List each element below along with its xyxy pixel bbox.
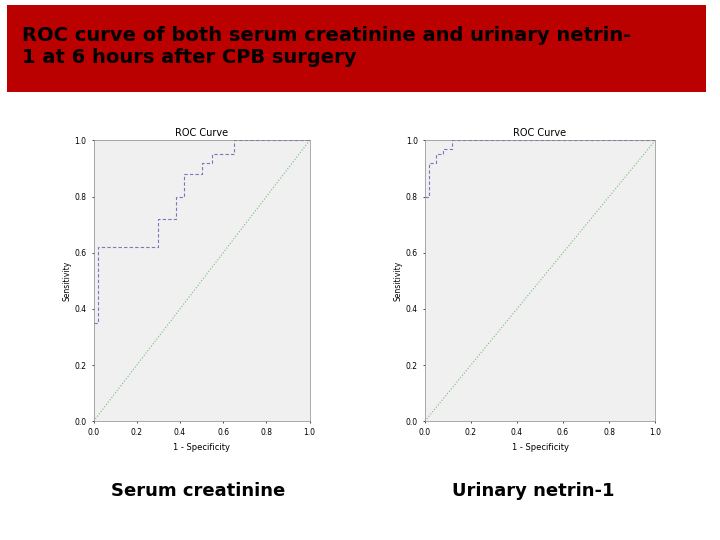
Text: Urinary netrin-1: Urinary netrin-1 — [451, 482, 614, 501]
Y-axis label: Sensitivity: Sensitivity — [63, 261, 72, 301]
Y-axis label: Sensitivity: Sensitivity — [394, 261, 403, 301]
Title: ROC Curve: ROC Curve — [175, 128, 228, 138]
Text: ROC curve of both serum creatinine and urinary netrin-
1 at 6 hours after CPB su: ROC curve of both serum creatinine and u… — [22, 26, 631, 67]
X-axis label: 1 - Specificity: 1 - Specificity — [511, 443, 569, 451]
Text: Serum creatinine: Serum creatinine — [111, 482, 285, 501]
FancyBboxPatch shape — [7, 5, 706, 92]
Title: ROC Curve: ROC Curve — [513, 128, 567, 138]
X-axis label: 1 - Specificity: 1 - Specificity — [173, 443, 230, 451]
